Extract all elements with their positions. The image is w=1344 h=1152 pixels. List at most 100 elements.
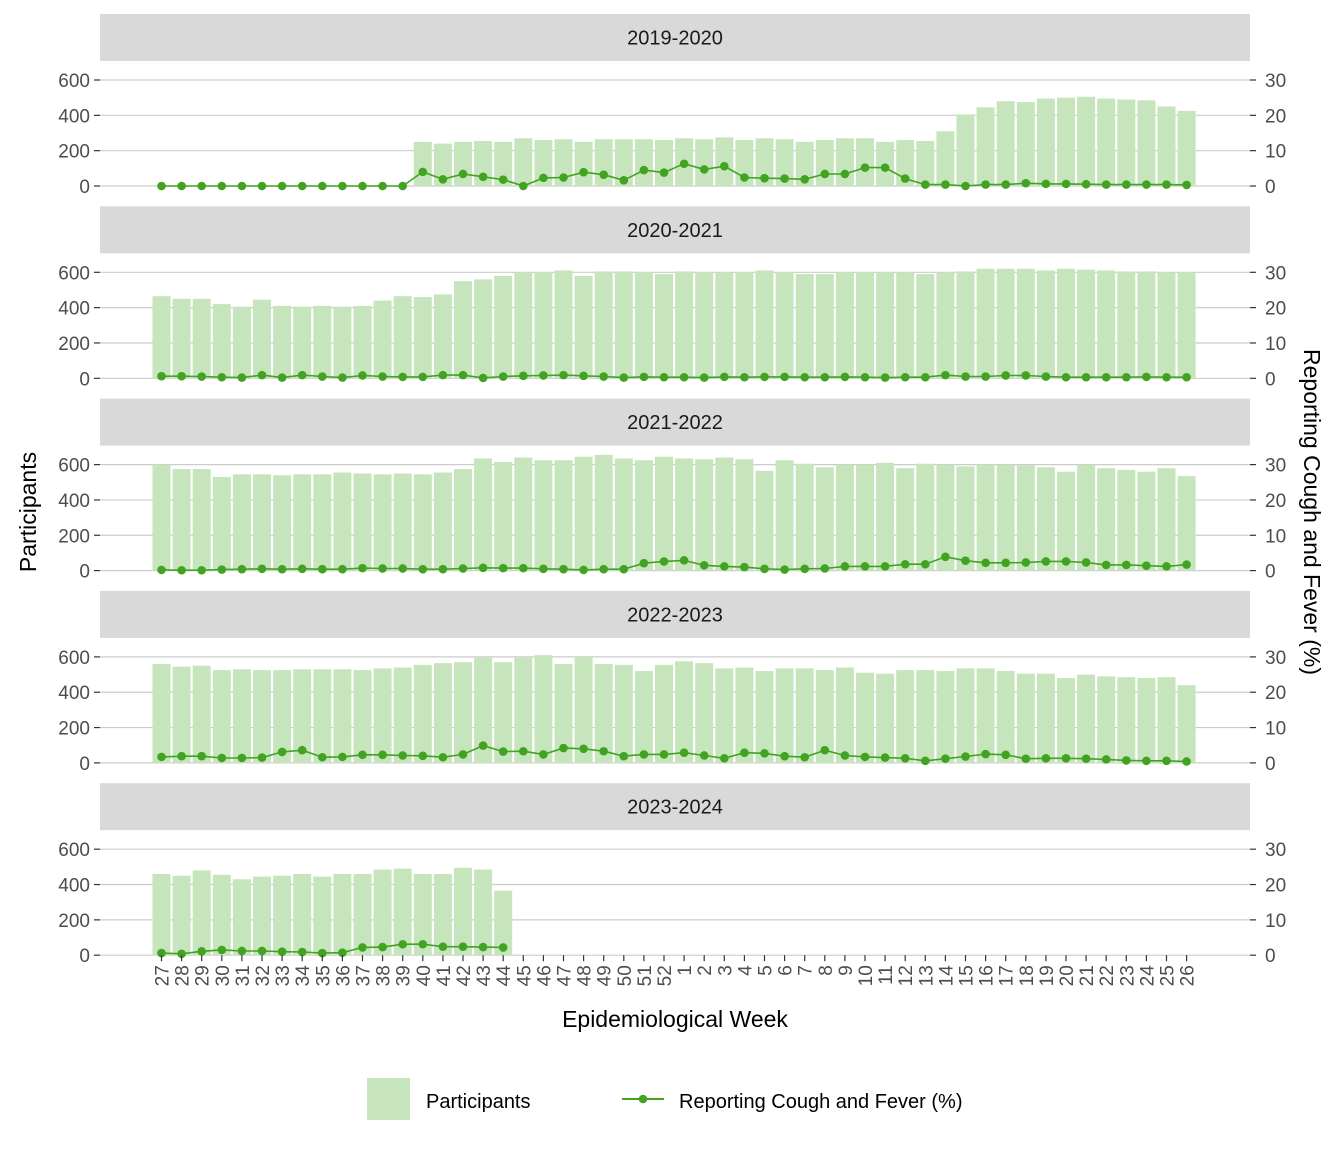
x-tick-label: 10 [856,965,877,986]
point-cough-fever [277,947,287,956]
bar-participants [936,464,955,571]
bar-participants [1036,467,1055,571]
point-cough-fever [539,564,548,574]
point-cough-fever [318,181,327,191]
bar-participants [1016,673,1035,763]
bar-participants [373,668,392,763]
bar-participants [614,664,633,763]
bar-participants [413,297,432,379]
point-cough-fever [277,564,287,574]
bar-participants [795,274,814,379]
bar-participants [1157,272,1176,379]
y-left-tick-label: 400 [58,876,90,897]
point-cough-fever [478,172,488,182]
point-cough-fever [1081,179,1091,189]
y-right-tick-label: 10 [1265,142,1286,163]
facet-strip-title: 2019-2020 [627,28,723,50]
point-cough-fever [438,752,448,762]
x-tick-label: 45 [514,965,535,986]
point-cough-fever [398,939,408,949]
bar-participants [474,869,493,956]
bar-participants [152,464,171,571]
bar-participants [1036,673,1055,763]
bar-participants [313,305,332,379]
x-tick-label: 21 [1077,965,1098,986]
point-cough-fever [559,173,568,182]
point-cough-fever [1061,557,1071,566]
point-cough-fever [458,564,468,573]
bar-participants [293,873,312,956]
bar-participants [775,272,794,379]
bar-participants [232,474,251,571]
point-cough-fever [579,744,588,754]
point-cough-fever [639,372,649,382]
point-cough-fever [1041,179,1051,189]
y-left-tick-label: 600 [58,263,90,284]
bar-participants [715,272,734,379]
facet-strip [100,206,1250,254]
bar-participants [735,667,754,763]
bar-participants [1137,100,1156,186]
bar-participants [1097,468,1116,571]
bar-participants [1016,102,1035,186]
point-cough-fever [659,750,669,759]
point-cough-fever [378,181,387,191]
y-left-tick-label: 0 [79,754,90,775]
point-cough-fever [1041,557,1051,566]
point-cough-fever [257,370,267,380]
point-cough-fever [740,562,749,572]
bar-participants [313,474,332,571]
x-tick-label: 40 [414,965,435,986]
point-cough-fever [780,174,789,183]
bar-participants [755,138,774,186]
bar-participants [192,298,211,379]
x-tick-label: 47 [555,965,576,986]
line-cough-fever [161,943,504,955]
x-tick-label: 9 [836,965,857,976]
point-cough-fever [418,939,428,949]
point-cough-fever [197,751,206,761]
bar-participants [715,457,734,571]
point-cough-fever [740,748,749,757]
point-cough-fever [217,565,227,574]
bar-participants [996,268,1015,379]
y-left-tick-label: 200 [58,526,90,547]
facet-panel-2020-2021: 2020-2021 0 200 400 600 0 10 20 30 [58,206,1286,390]
point-cough-fever [639,558,649,568]
x-tick-label: 8 [816,965,837,976]
point-cough-fever [921,756,930,766]
point-cough-fever [217,945,227,955]
x-tick-label: 19 [1037,965,1058,986]
bar-participants [393,667,412,763]
line-cough-fever [161,162,1187,187]
point-cough-fever [599,746,608,756]
bar-participants [775,139,794,186]
legend-label-cough-fever: Reporting Cough and Fever (%) [679,1091,962,1113]
x-tick-label: 34 [293,965,314,987]
point-cough-fever [1041,372,1051,381]
bar-participants [655,274,673,379]
point-cough-fever [860,163,870,172]
point-cough-fever [458,370,468,380]
point-cough-fever [840,169,850,179]
bar-participants [775,668,794,763]
x-tick-label: 2 [695,965,716,976]
point-cough-fever [338,752,347,762]
point-cough-fever [1081,558,1091,567]
point-cough-fever [157,565,166,575]
bar-participants [755,270,774,379]
bar-participants [1097,98,1116,186]
x-tick-label: 31 [233,965,254,986]
bar-participants [534,140,553,186]
bar-participants [936,671,955,763]
point-cough-fever [318,752,327,762]
x-tick-label: 24 [1137,965,1158,987]
point-cough-fever [1122,372,1131,382]
point-cough-fever [1081,372,1091,382]
bar-participants [755,470,774,571]
line-cough-fever [161,374,1187,379]
point-cough-fever [358,371,367,380]
bar-participants [996,101,1015,186]
y-left-tick-label: 400 [58,106,90,127]
point-cough-fever [257,181,267,191]
